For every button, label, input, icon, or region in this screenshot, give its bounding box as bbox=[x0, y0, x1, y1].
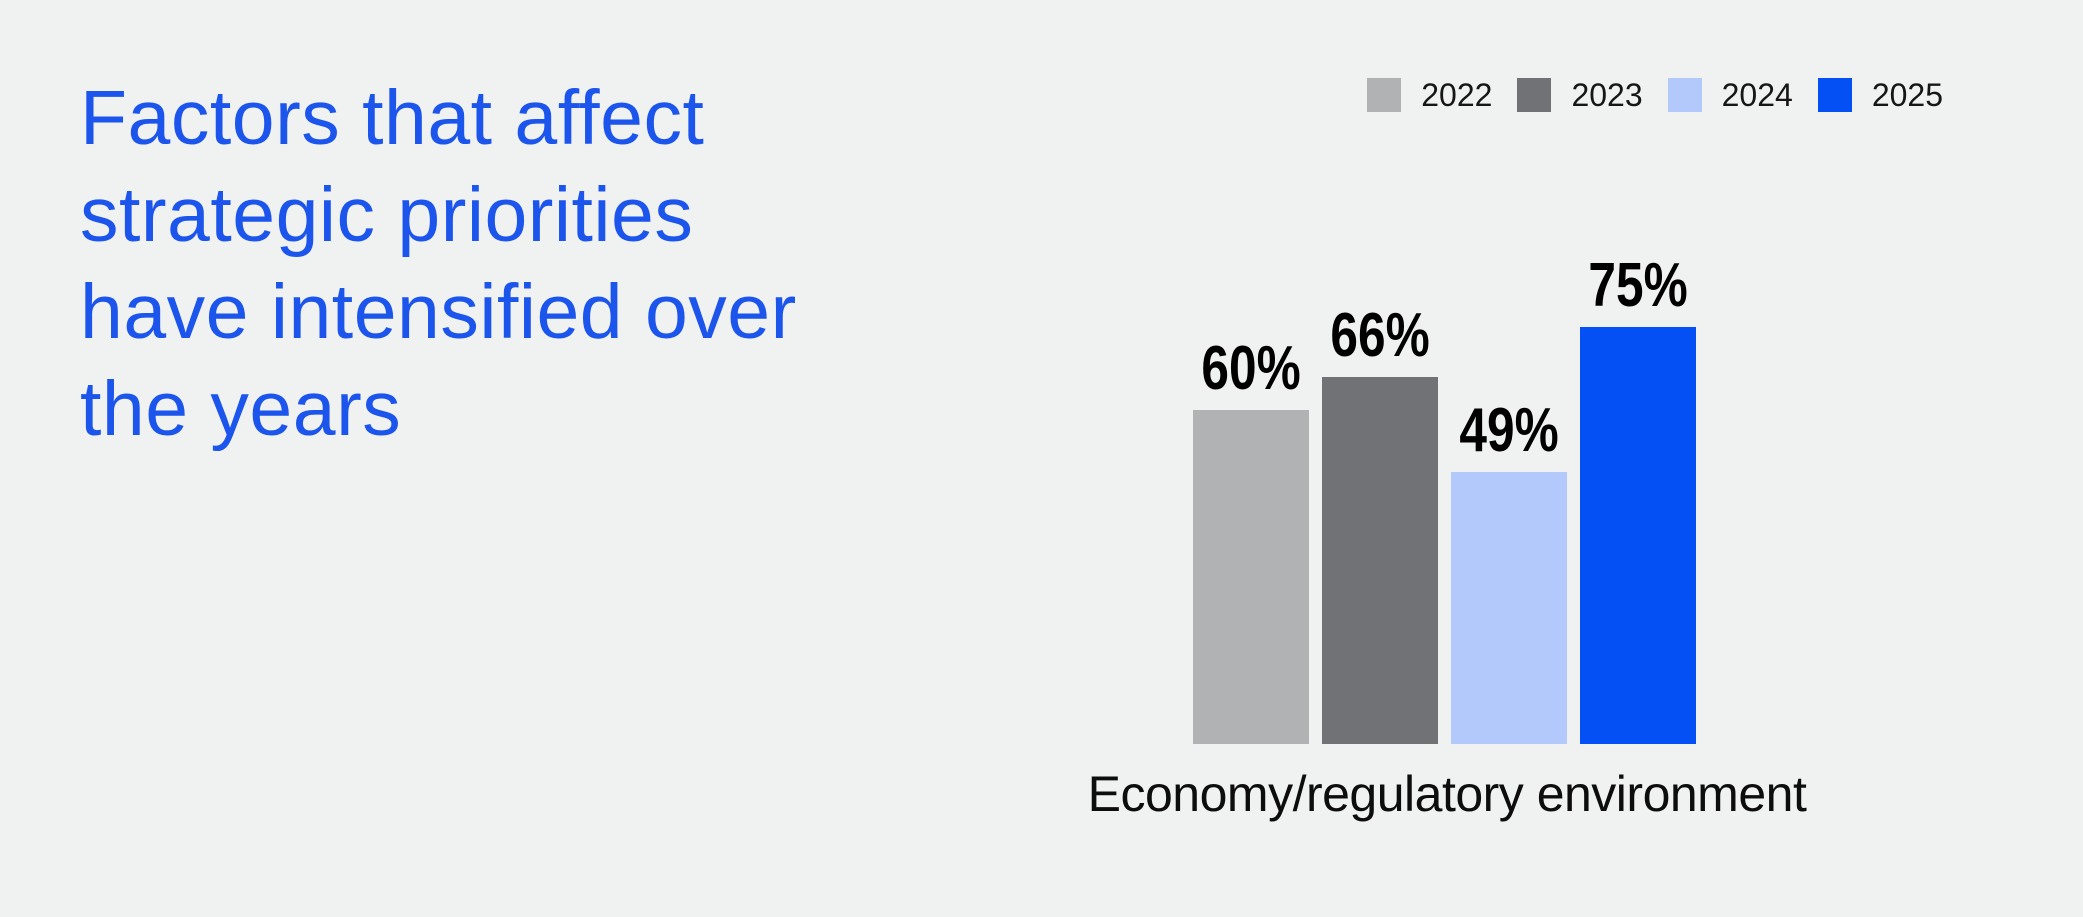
page-title: Factors that affect strategic priorities… bbox=[80, 70, 797, 458]
legend-label-2023: 2023 bbox=[1571, 77, 1643, 113]
legend-swatch-2024 bbox=[1667, 78, 1702, 112]
bar-value-label-2022: 60% bbox=[1201, 334, 1301, 403]
legend-swatch-2025 bbox=[1817, 78, 1852, 112]
legend-item-2022: 2022 bbox=[1367, 78, 1492, 112]
bar-value-label-2024: 49% bbox=[1459, 396, 1559, 465]
legend-swatch-2023 bbox=[1517, 78, 1552, 112]
chart-legend: 2022 2023 2024 2025 bbox=[1367, 78, 1943, 112]
bar-chart: 60% 66% 49% 75% bbox=[1193, 255, 1696, 744]
x-axis-label: Economy/regulatory environment bbox=[1087, 766, 1807, 822]
bar-value-label-2025: 75% bbox=[1588, 251, 1688, 320]
bar-group-2023: 66% bbox=[1322, 305, 1438, 744]
title-line-2: strategic priorities bbox=[80, 172, 694, 258]
legend-item-2023: 2023 bbox=[1517, 77, 1643, 113]
legend-item-2024: 2024 bbox=[1667, 77, 1793, 113]
title-line-4: the years bbox=[80, 366, 402, 452]
bar-group-2025: 75% bbox=[1580, 255, 1696, 744]
legend-item-2025: 2025 bbox=[1817, 77, 1943, 113]
bar-group-2024: 49% bbox=[1451, 400, 1567, 744]
legend-label-2025: 2025 bbox=[1871, 77, 1943, 113]
title-line-3: have intensified over bbox=[80, 269, 797, 355]
legend-label-2022: 2022 bbox=[1421, 77, 1493, 113]
bar-value-label-2023: 66% bbox=[1330, 301, 1430, 370]
bar-2024 bbox=[1451, 472, 1567, 744]
bar-2022 bbox=[1193, 410, 1309, 744]
bar-group-2022: 60% bbox=[1193, 338, 1309, 744]
legend-swatch-2022 bbox=[1367, 78, 1402, 112]
title-line-1: Factors that affect bbox=[80, 75, 705, 161]
bar-2023 bbox=[1322, 377, 1438, 744]
legend-label-2024: 2024 bbox=[1721, 77, 1793, 113]
bar-2025 bbox=[1580, 327, 1696, 744]
